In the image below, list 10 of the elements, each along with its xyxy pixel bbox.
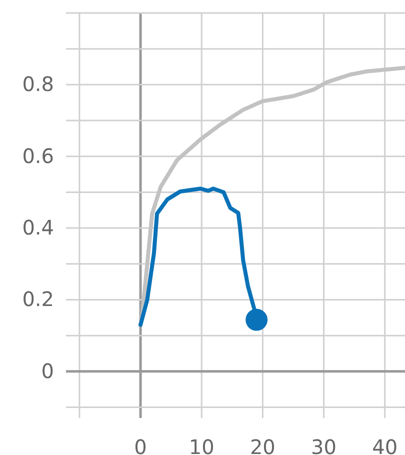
- y-tick-label: 0.6: [22, 144, 54, 168]
- x-tick-label: 40: [372, 435, 398, 455]
- y-tick-label: 0.8: [22, 72, 54, 96]
- y-tick-label: 0.4: [22, 215, 54, 240]
- x-tick-label: 30: [311, 435, 336, 455]
- x-tick-label: 10: [188, 435, 214, 455]
- y-tick-label: 0.2: [22, 287, 54, 312]
- x-tick-label: 0: [134, 435, 147, 455]
- x-tick-label: 20: [250, 435, 276, 455]
- y-tick-label: 0: [41, 358, 54, 383]
